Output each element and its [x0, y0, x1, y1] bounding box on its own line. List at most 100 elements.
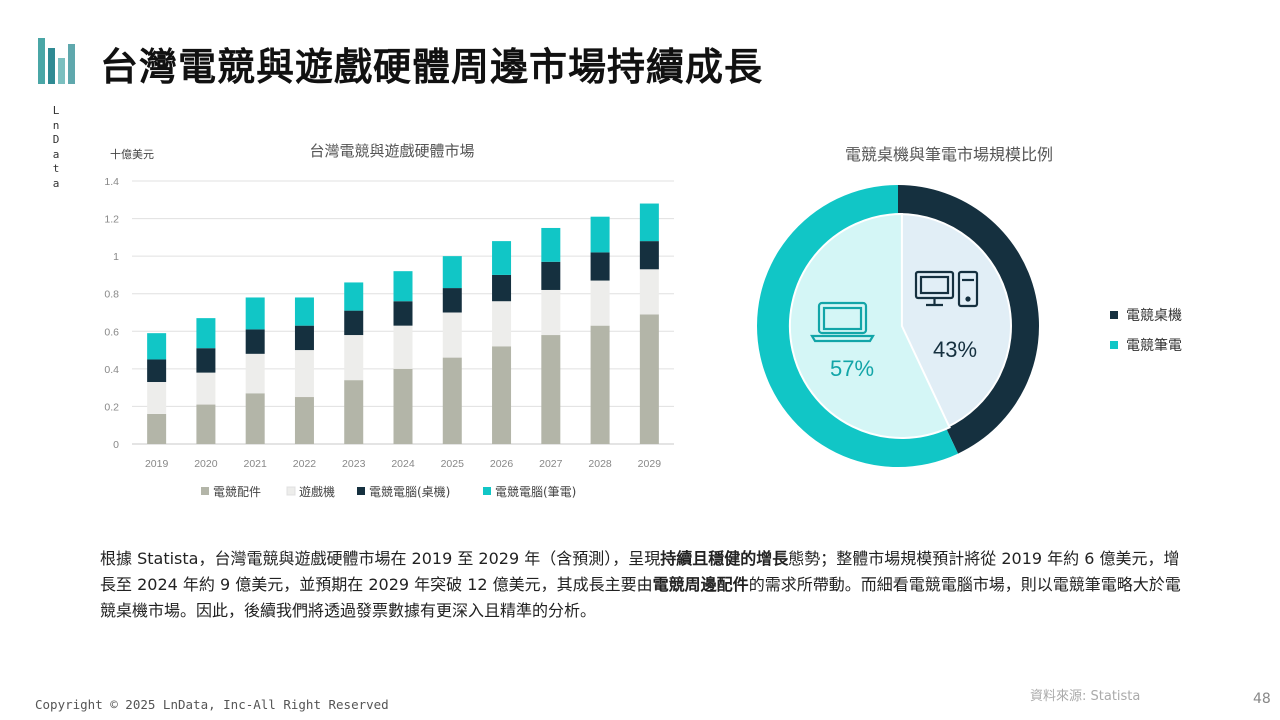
- donut-chart: 電競桌機與筆電市場規模比例 43% 57%: [757, 145, 1053, 467]
- legend-label: 遊戲機: [299, 484, 335, 499]
- bar-segment: [245, 297, 265, 330]
- bar-segment: [196, 404, 216, 444]
- bar-segment: [147, 359, 167, 383]
- donut-legend-swatch: [1110, 341, 1118, 349]
- charts-canvas: 台灣電競與遊戲硬體市場 十億美元 0 0.2 0.4 0.6 0.8 1 1.2 1.4 2019 2…: [104, 142, 1053, 499]
- bar-segment: [492, 241, 512, 275]
- x-tick-label: 2029: [638, 458, 662, 470]
- bar-segment: [245, 353, 265, 394]
- description-bold-1: 持續且穩健的增長: [660, 549, 789, 568]
- x-tick-label: 2027: [539, 458, 563, 470]
- bar-segment: [294, 350, 314, 398]
- x-tick-label: 2021: [244, 458, 268, 470]
- x-tick-label: 2026: [490, 458, 514, 470]
- legend-swatch: [483, 487, 491, 495]
- y-tick-label: 0.4: [104, 364, 119, 376]
- donut-legend: 電競桌機 電競筆電: [1110, 300, 1182, 360]
- bar-segment: [442, 312, 462, 358]
- brand-letter: n: [52, 118, 60, 132]
- donut-legend-item: 電競桌機: [1110, 300, 1182, 330]
- description-text-3: 的需求所帶動。而細看電競電腦市場，則以電競筆電略大於電競桌機市場。因此，後續我們…: [100, 575, 1181, 620]
- legend-swatch: [201, 487, 209, 495]
- bar-segment: [393, 301, 413, 326]
- description-bold-2: 電競周邊配件: [652, 575, 749, 594]
- legend-label: 電競配件: [213, 484, 261, 499]
- brand-letter: D: [52, 133, 60, 146]
- bar-segment: [344, 335, 364, 381]
- bar-segment: [541, 335, 561, 444]
- donut-legend-label: 電競桌機: [1126, 308, 1182, 324]
- bar-segment: [442, 256, 462, 289]
- donut-legend-label: 電競筆電: [1126, 338, 1182, 354]
- source-note: 資料來源: Statista: [1030, 689, 1141, 704]
- bar-segment: [393, 271, 413, 302]
- bar-segment: [294, 325, 314, 351]
- y-tick-label: 0.6: [104, 326, 119, 338]
- laptop-icon: [810, 301, 875, 343]
- donut-label-desktop: 43%: [933, 337, 977, 362]
- bar-segment: [344, 310, 364, 336]
- bar-segment: [442, 288, 462, 313]
- lndata-logo: [38, 38, 75, 84]
- bar-segment: [541, 289, 561, 336]
- bar-segment: [245, 329, 265, 354]
- bar-segment: [492, 274, 512, 302]
- bar-segment: [147, 382, 167, 414]
- bar-segment: [590, 280, 610, 326]
- brand-letter: t: [52, 162, 60, 175]
- legend-label: 電競電腦(桌機): [369, 484, 450, 499]
- y-tick-label: 1.2: [104, 214, 119, 226]
- legend-swatch: [286, 486, 296, 496]
- brand-letter: a: [52, 147, 60, 161]
- bar-segment: [590, 252, 610, 281]
- bar-segment: [492, 301, 512, 347]
- donut-legend-swatch: [1110, 311, 1118, 319]
- donut-chart-title: 電競桌機與筆電市場規模比例: [845, 145, 1053, 164]
- stacked-bar-chart: 台灣電競與遊戲硬體市場 十億美元 0 0.2 0.4 0.6 0.8 1 1.2 1.4 2019 2…: [104, 142, 674, 499]
- description-paragraph: 根據 Statista，台灣電競與遊戲硬體市場在 2019 至 2029 年（含…: [100, 546, 1190, 624]
- donut-label-laptop: 57%: [830, 356, 874, 381]
- bar-segment: [590, 216, 610, 253]
- bar-segment: [639, 314, 659, 444]
- bar-segment: [639, 241, 659, 270]
- donut-inner-slice: [788, 212, 951, 439]
- x-tick-label: 2023: [342, 458, 366, 470]
- brand-letter: L: [52, 104, 60, 117]
- copyright-notice: Copyright © 2025 LnData, Inc-All Right R…: [35, 697, 389, 712]
- donut-ring-slice: [898, 185, 1039, 454]
- bar-segment: [393, 368, 413, 444]
- x-tick-label: 2020: [194, 458, 218, 470]
- bar-segment: [344, 380, 364, 444]
- donut-inner-slice: [897, 212, 1012, 429]
- legend-label: 電競電腦(筆電): [495, 484, 576, 499]
- bar-segment: [393, 325, 413, 369]
- bar-segment: [196, 372, 216, 405]
- x-tick-label: 2022: [293, 458, 317, 470]
- bar-segment: [639, 203, 659, 242]
- description-text-1: 根據 Statista，台灣電競與遊戲硬體市場在 2019 至 2029 年（含…: [100, 549, 661, 568]
- desktop-computer-icon: [914, 270, 979, 308]
- bar-segment: [590, 325, 610, 444]
- bar-segment: [245, 393, 265, 444]
- bar-segment: [541, 261, 561, 290]
- x-tick-label: 2019: [145, 458, 169, 470]
- x-tick-label: 2024: [391, 458, 415, 470]
- bar-segment: [294, 397, 314, 444]
- bar-segment: [147, 333, 167, 360]
- bar-segment: [294, 297, 314, 326]
- donut-ring-slice: [757, 185, 959, 467]
- bar-segment: [442, 357, 462, 444]
- bar-chart-unit-label: 十億美元: [110, 147, 154, 161]
- brand-letter: a: [52, 176, 60, 190]
- bar-segment: [196, 348, 216, 373]
- bar-segment: [541, 227, 561, 262]
- bar-segment: [639, 269, 659, 315]
- y-tick-label: 0.8: [104, 289, 119, 301]
- bar-segment: [196, 318, 216, 349]
- bar-segment: [147, 413, 167, 444]
- donut-legend-item: 電競筆電: [1110, 330, 1182, 360]
- bar-segment: [492, 346, 512, 444]
- x-tick-label: 2028: [588, 458, 612, 470]
- y-tick-label: 1: [113, 251, 119, 263]
